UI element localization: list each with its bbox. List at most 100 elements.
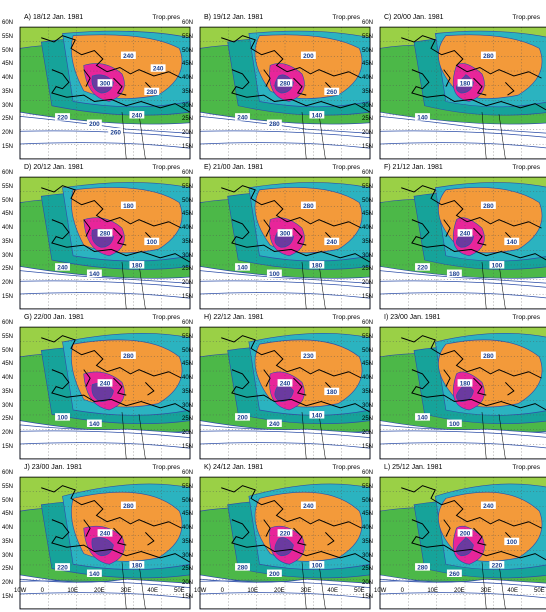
lat-tick-label: 20N bbox=[362, 430, 374, 437]
lat-tick-label: 55N bbox=[182, 333, 194, 340]
panel-title: I) 23/00 Jan. 1981 bbox=[384, 314, 441, 321]
lat-tick-label: 50N bbox=[2, 197, 14, 204]
lat-tick-label: 55N bbox=[2, 483, 14, 490]
coastline bbox=[221, 335, 371, 413]
lon-tick-label: 20E bbox=[454, 588, 465, 594]
map-panel: K) 24/12 Jan. 1981 Trop.pres 220 240 280 200 1… bbox=[199, 464, 371, 610]
lat-tick-label: 55N bbox=[182, 183, 194, 190]
lat-tick-label: 40N bbox=[182, 375, 194, 382]
contour-label: 140 bbox=[89, 571, 100, 578]
lat-tick-label: 25N bbox=[182, 416, 194, 423]
lat-tick-label: 35N bbox=[362, 238, 374, 245]
lat-tick-label: 15N bbox=[362, 594, 374, 600]
contour-label: 280 bbox=[146, 89, 157, 96]
lat-tick-label: 50N bbox=[362, 47, 374, 54]
contour-label: 200 bbox=[237, 415, 248, 422]
lat-tick-label: 20N bbox=[362, 280, 374, 287]
lat-tick-label: 35N bbox=[2, 388, 14, 395]
coastline bbox=[401, 35, 546, 111]
lat-tick-label: 45N bbox=[182, 511, 194, 518]
contour-label: 280 bbox=[237, 565, 248, 572]
lat-tick-label: 25N bbox=[362, 416, 374, 423]
lat-tick-label: 55N bbox=[362, 33, 374, 40]
contour-label: 180 bbox=[449, 271, 460, 278]
contour-label: 140 bbox=[312, 412, 323, 419]
panel-tag: Trop.pres bbox=[512, 314, 540, 321]
lat-tick-label: 15N bbox=[362, 444, 374, 450]
coastline bbox=[221, 185, 371, 263]
panel-tag: Trop.pres bbox=[512, 464, 540, 471]
map-panel: H) 22/12 Jan. 1981 Trop.pres 240 230 200 240 1… bbox=[199, 314, 371, 460]
lat-tick-label: 35N bbox=[362, 538, 374, 545]
lat-tick-label: 35N bbox=[2, 538, 14, 545]
lat-tick-label: 50N bbox=[2, 47, 14, 54]
lat-tick-label: 45N bbox=[2, 361, 14, 368]
lat-tick-label: 50N bbox=[182, 47, 194, 54]
lat-tick-label: 25N bbox=[2, 266, 14, 273]
lon-tick-label: 0 bbox=[40, 588, 44, 594]
coastline bbox=[221, 485, 371, 563]
lat-tick-label: 45N bbox=[362, 361, 374, 368]
lat-tick-label: 60N bbox=[362, 170, 374, 176]
lat-tick-label: 60N bbox=[182, 170, 194, 176]
lat-tick-label: 60N bbox=[182, 320, 194, 326]
coastline bbox=[41, 335, 191, 413]
lon-tick-label: 10W bbox=[194, 588, 207, 594]
contour-label: 300 bbox=[280, 231, 291, 238]
lat-tick-label: 25N bbox=[362, 266, 374, 273]
map-svg: 300 280 140 100 180 240 bbox=[199, 176, 371, 310]
lat-tick-label: 45N bbox=[362, 61, 374, 68]
lat-tick-label: 55N bbox=[2, 183, 14, 190]
lat-tick-label: 20N bbox=[182, 580, 194, 587]
lat-tick-label: 45N bbox=[362, 211, 374, 218]
contour-label: 200 bbox=[303, 53, 314, 60]
contour-label: 100 bbox=[506, 539, 517, 546]
contour-label: 280 bbox=[483, 53, 494, 60]
lon-tick-label: 40E bbox=[507, 588, 519, 594]
lat-tick-label: 45N bbox=[2, 511, 14, 518]
lat-tick-label: 50N bbox=[182, 347, 194, 354]
lat-tick-label: 15N bbox=[182, 594, 194, 600]
lon-tick-label: 30E bbox=[300, 588, 312, 594]
lat-tick-label: 15N bbox=[362, 144, 374, 150]
contour-label: 240 bbox=[100, 381, 111, 388]
lat-tick-label: 25N bbox=[2, 416, 14, 423]
lat-tick-label: 30N bbox=[2, 252, 14, 259]
lon-tick-label: 10E bbox=[247, 588, 259, 594]
panel-tag: Trop.pres bbox=[332, 164, 360, 171]
map-svg: 220 240 280 200 100 bbox=[199, 476, 371, 610]
lat-tick-label: 50N bbox=[2, 347, 14, 354]
contour-label: 240 bbox=[123, 53, 134, 60]
lat-tick-label: 30N bbox=[182, 402, 194, 409]
coastline bbox=[401, 485, 546, 561]
map-svg: 240 280 220 140 180 bbox=[19, 476, 191, 610]
lon-tick-label: 10W bbox=[14, 588, 27, 594]
coastline bbox=[41, 35, 191, 113]
panel-tag: Trop.pres bbox=[152, 464, 180, 471]
contour-label: 220 bbox=[57, 115, 68, 122]
contour-label: 280 bbox=[123, 503, 134, 510]
contour-label: 280 bbox=[280, 81, 291, 88]
lat-tick-label: 35N bbox=[362, 88, 374, 95]
contour-label: 180 bbox=[312, 262, 323, 269]
contour-label: 220 bbox=[57, 565, 68, 572]
lat-tick-label: 25N bbox=[2, 116, 14, 123]
panel-title: C) 20/00 Jan. 1981 bbox=[384, 14, 444, 21]
lon-tick-label: 50E bbox=[534, 588, 545, 594]
panel-title: F) 21/12 Jan. 1981 bbox=[384, 164, 443, 171]
lat-tick-label: 15N bbox=[362, 294, 374, 300]
contour-label: 100 bbox=[492, 262, 503, 269]
contour-label: 100 bbox=[146, 239, 157, 246]
lat-tick-label: 30N bbox=[362, 552, 374, 559]
lat-tick-label: 15N bbox=[2, 294, 14, 300]
lat-tick-label: 30N bbox=[362, 102, 374, 109]
lat-tick-label: 30N bbox=[362, 252, 374, 259]
contour-label: 240 bbox=[303, 503, 314, 510]
coastline bbox=[41, 185, 191, 263]
lat-tick-label: 60N bbox=[2, 170, 14, 176]
coastline bbox=[401, 185, 546, 261]
contour-label: 240 bbox=[57, 265, 68, 272]
lat-tick-label: 15N bbox=[182, 144, 194, 150]
lat-tick-label: 50N bbox=[182, 197, 194, 204]
